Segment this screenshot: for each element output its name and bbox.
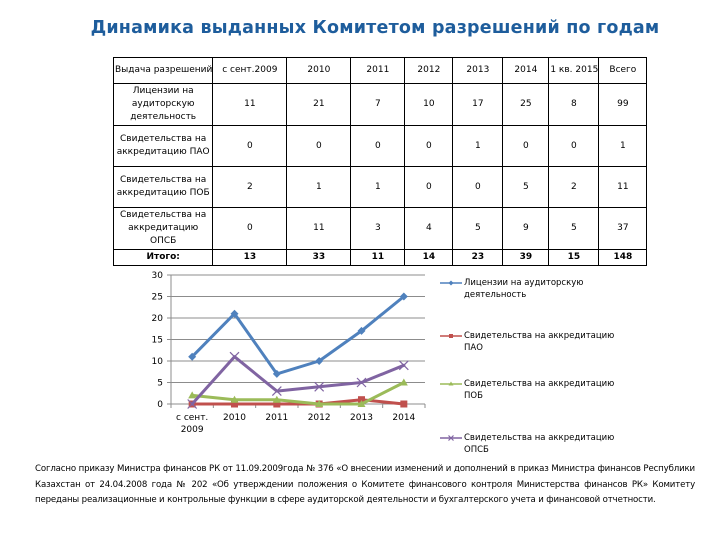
row-label: Свидетельства на аккредитацию ОПСБ <box>112 207 214 250</box>
y-tick-label: 0 <box>157 400 163 410</box>
header-cell: 2013 <box>452 57 504 84</box>
table-cell: 9 <box>502 207 550 250</box>
table-cell: 99 <box>598 83 648 126</box>
footer-paragraph: Согласно приказу Министра финансов РК от… <box>35 464 695 505</box>
legend-label: Свидетельства на аккредитацию ОПСБ <box>464 433 615 455</box>
total-label: Итого: <box>112 249 214 266</box>
diamond-marker-icon <box>188 352 197 361</box>
table-cell: 37 <box>598 207 648 250</box>
header-cell: 2010 <box>286 57 352 84</box>
series-line <box>187 351 409 409</box>
legend-label: Свидетельства на аккредитацию ПАО <box>464 331 615 353</box>
total-cell: 148 <box>598 249 648 266</box>
table-cell: 11 <box>212 83 288 126</box>
legend-label: Свидетельства на аккредитацию ПОБ <box>464 379 615 401</box>
x-marker-icon <box>271 386 282 397</box>
table-cell: 1 <box>598 125 648 167</box>
legend-label: Лицензии на аудиторскую деятельность <box>464 278 584 300</box>
table-cell: 0 <box>502 125 550 167</box>
table-row: Свидетельства на аккредитацию ПАО 0 0 0 … <box>112 125 648 167</box>
legend-item: Свидетельства на аккредитацию ПОБ <box>440 378 670 402</box>
legend-swatch-icon <box>440 280 462 286</box>
header-cell: Выдача разрешений <box>112 57 214 84</box>
permits-table: Выдача разрешений с сент.2009 2010 2011 … <box>112 57 648 266</box>
diamond-marker-icon <box>399 292 408 301</box>
y-tick-label: 30 <box>152 271 164 281</box>
table-cell: 0 <box>286 125 352 167</box>
table-cell: 5 <box>502 166 550 208</box>
x-tick-label: с сент. <box>176 413 208 423</box>
diamond-marker-icon <box>230 309 239 318</box>
legend-item: Лицензии на аудиторскую деятельность <box>440 277 670 301</box>
square-marker-icon <box>358 396 365 404</box>
series-line <box>188 292 408 378</box>
x-tick-label: 2014 <box>392 413 415 423</box>
x-marker-icon <box>187 399 198 409</box>
x-marker-icon <box>229 351 240 362</box>
table-cell: 10 <box>404 83 454 126</box>
total-cell: 11 <box>350 249 406 266</box>
triangle-marker-icon <box>272 395 281 403</box>
row-label: Лицензии на аудиторскую деятельность <box>112 83 214 126</box>
y-tick-label: 10 <box>152 357 164 367</box>
diamond-marker-icon <box>357 326 366 335</box>
triangle-marker-icon <box>399 378 408 386</box>
y-tick-label: 5 <box>157 379 163 389</box>
header-cell: 2012 <box>404 57 454 84</box>
triangle-marker-icon <box>315 400 324 407</box>
legend-item: Свидетельства на аккредитацию ПАО <box>440 330 670 354</box>
triangle-marker-icon <box>188 391 197 399</box>
triangle-marker-icon <box>230 395 239 403</box>
triangle-marker-icon <box>357 400 366 407</box>
table-cell: 0 <box>212 207 288 250</box>
total-cell: 23 <box>452 249 504 266</box>
table-row: Свидетельства на аккредитацию ОПСБ 0 11 … <box>112 207 648 250</box>
legend-item: Свидетельства на аккредитацию ОПСБ <box>440 432 670 456</box>
table-row: Лицензии на аудиторскую деятельность 11 … <box>112 83 648 126</box>
series-line <box>188 378 408 407</box>
row-label: Свидетельства на аккредитацию ПАО <box>112 125 214 167</box>
x-marker-icon <box>356 377 367 388</box>
square-marker-icon <box>273 400 281 408</box>
legend-swatch-icon <box>440 334 462 338</box>
x-tick-label: 2013 <box>350 413 373 423</box>
header-cell: с сент.2009 <box>212 57 288 84</box>
diamond-marker-icon <box>448 280 454 286</box>
table-total-row: Итого: 13 33 11 14 23 39 15 148 <box>112 249 648 266</box>
x-tick-label: 2009 <box>181 425 204 435</box>
header-cell: Всего <box>598 57 648 84</box>
table-cell: 1 <box>286 166 352 208</box>
square-marker-icon <box>449 334 453 338</box>
x-tick-label: 2011 <box>265 413 288 423</box>
legend-swatch-icon <box>440 381 462 386</box>
table-cell: 0 <box>350 125 406 167</box>
table-cell: 8 <box>548 83 600 126</box>
diamond-marker-icon <box>272 369 281 378</box>
x-tick-label: 2010 <box>223 413 246 423</box>
x-marker-icon <box>314 381 325 392</box>
x-marker-icon <box>448 435 454 441</box>
table-cell: 11 <box>286 207 352 250</box>
triangle-marker-icon <box>448 381 454 386</box>
row-label: Свидетельства на аккредитацию ПОБ <box>112 166 214 208</box>
table-header-row: Выдача разрешений с сент.2009 2010 2011 … <box>112 57 648 84</box>
diamond-marker-icon <box>315 357 324 365</box>
table-cell: 25 <box>502 83 550 126</box>
y-tick-label: 25 <box>152 293 163 303</box>
total-cell: 13 <box>212 249 288 266</box>
y-tick-label: 15 <box>152 336 163 346</box>
table-cell: 21 <box>286 83 352 126</box>
square-marker-icon <box>231 400 238 408</box>
y-tick-label: 20 <box>152 314 164 324</box>
table-cell: 0 <box>548 125 600 167</box>
x-tick-label: 2012 <box>308 413 331 423</box>
x-marker-icon <box>398 360 409 371</box>
total-cell: 14 <box>404 249 454 266</box>
page-title: Динамика выданных Комитетом разрешений п… <box>90 18 660 38</box>
square-marker-icon <box>400 400 408 408</box>
table-cell: 11 <box>598 166 648 208</box>
header-cell: 1 кв. 2015 <box>548 57 600 84</box>
legend-swatch-icon <box>440 435 462 441</box>
